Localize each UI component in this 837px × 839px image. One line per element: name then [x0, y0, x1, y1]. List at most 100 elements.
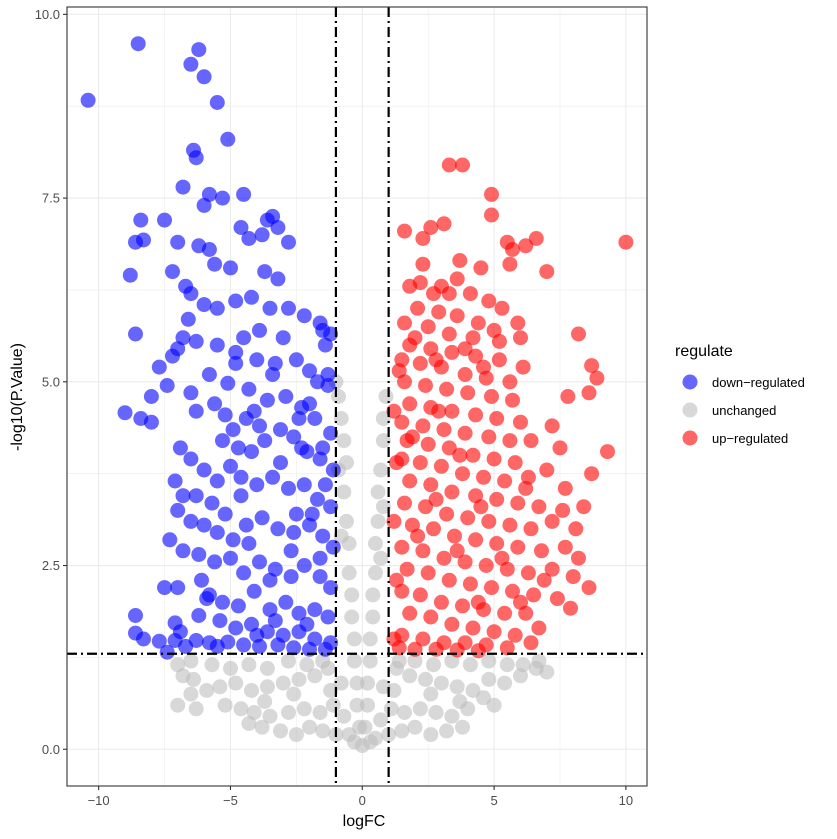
point-unchanged — [444, 653, 460, 669]
point-up — [505, 583, 520, 599]
point-unchanged — [375, 499, 391, 515]
legend-item-unchanged: unchanged — [682, 402, 776, 418]
point-down — [296, 477, 312, 493]
point-up — [563, 600, 578, 616]
point-down — [172, 624, 188, 640]
point-down — [281, 300, 296, 316]
point-unchanged — [341, 565, 357, 581]
point-down — [312, 550, 328, 566]
point-up — [397, 223, 412, 239]
point-up — [502, 374, 518, 390]
point-down — [317, 477, 333, 493]
point-up — [502, 517, 518, 533]
point-down — [252, 554, 267, 570]
point-up — [600, 444, 615, 460]
point-unchanged — [170, 697, 186, 713]
point-unchanged — [170, 657, 186, 673]
point-down — [246, 583, 262, 599]
point-down — [188, 333, 204, 349]
point-down — [196, 297, 212, 313]
point-unchanged — [344, 587, 360, 603]
point-up — [397, 315, 412, 331]
point-unchanged — [439, 723, 455, 739]
point-up — [497, 473, 513, 489]
point-down — [252, 418, 267, 434]
point-unchanged — [336, 433, 352, 449]
point-unchanged — [412, 701, 428, 717]
point-down — [228, 355, 244, 371]
point-up — [397, 495, 412, 511]
point-down — [220, 375, 236, 391]
point-up — [423, 609, 439, 625]
point-down — [133, 212, 149, 228]
point-unchanged — [336, 484, 352, 500]
point-up — [423, 341, 439, 357]
point-up — [476, 469, 491, 485]
point-down — [209, 337, 225, 353]
point-unchanged — [407, 653, 423, 669]
point-up — [571, 550, 586, 566]
point-unchanged — [325, 697, 341, 713]
point-unchanged — [296, 701, 312, 717]
point-up — [526, 587, 542, 603]
point-up — [489, 536, 505, 551]
point-up — [473, 499, 489, 515]
point-unchanged — [262, 708, 278, 724]
point-up — [462, 286, 478, 302]
point-down — [136, 232, 151, 248]
point-up — [510, 539, 526, 555]
point-up — [507, 627, 523, 643]
point-down — [122, 267, 138, 283]
point-down — [225, 532, 241, 548]
point-up — [468, 407, 484, 423]
point-unchanged — [315, 723, 331, 739]
point-up — [399, 561, 415, 577]
legend-title: regulate — [675, 343, 733, 360]
point-down — [288, 506, 304, 522]
point-unchanged — [481, 671, 497, 687]
point-unchanged — [188, 701, 204, 717]
point-up — [402, 396, 418, 412]
point-down — [151, 359, 167, 375]
point-down — [175, 179, 191, 195]
point-up — [436, 216, 452, 232]
point-down — [291, 605, 307, 621]
point-down — [294, 440, 310, 456]
point-unchanged — [444, 708, 460, 724]
point-up — [568, 521, 584, 537]
point-down — [196, 517, 212, 533]
point-down — [194, 572, 209, 588]
point-up — [386, 513, 402, 529]
point-down — [320, 378, 336, 393]
point-down — [207, 554, 223, 570]
point-down — [191, 547, 207, 562]
point-up — [457, 341, 473, 357]
point-up — [415, 256, 431, 272]
point-down — [165, 348, 180, 364]
point-unchanged — [476, 690, 491, 706]
point-down — [128, 326, 143, 342]
point-down — [307, 411, 323, 426]
point-down — [244, 444, 259, 460]
point-down — [165, 264, 180, 280]
point-unchanged — [302, 719, 317, 735]
point-up — [468, 532, 484, 548]
point-unchanged — [423, 727, 439, 743]
point-up — [462, 576, 478, 592]
point-up — [402, 278, 418, 294]
point-unchanged — [286, 686, 302, 702]
point-up — [513, 414, 528, 430]
point-up — [571, 326, 586, 342]
point-unchanged — [368, 536, 383, 551]
point-up — [460, 510, 476, 526]
point-up — [557, 539, 573, 555]
point-down — [267, 613, 283, 629]
point-down — [183, 451, 199, 467]
point-up — [523, 433, 539, 449]
axis-ticks: −10 −5 0 5 10 0.0 2.5 5.0 7.5 10.0 — [35, 7, 633, 808]
y-tick-label: 2.5 — [42, 558, 60, 573]
point-down — [223, 458, 238, 474]
point-down — [175, 543, 191, 559]
point-unchanged — [360, 675, 375, 691]
